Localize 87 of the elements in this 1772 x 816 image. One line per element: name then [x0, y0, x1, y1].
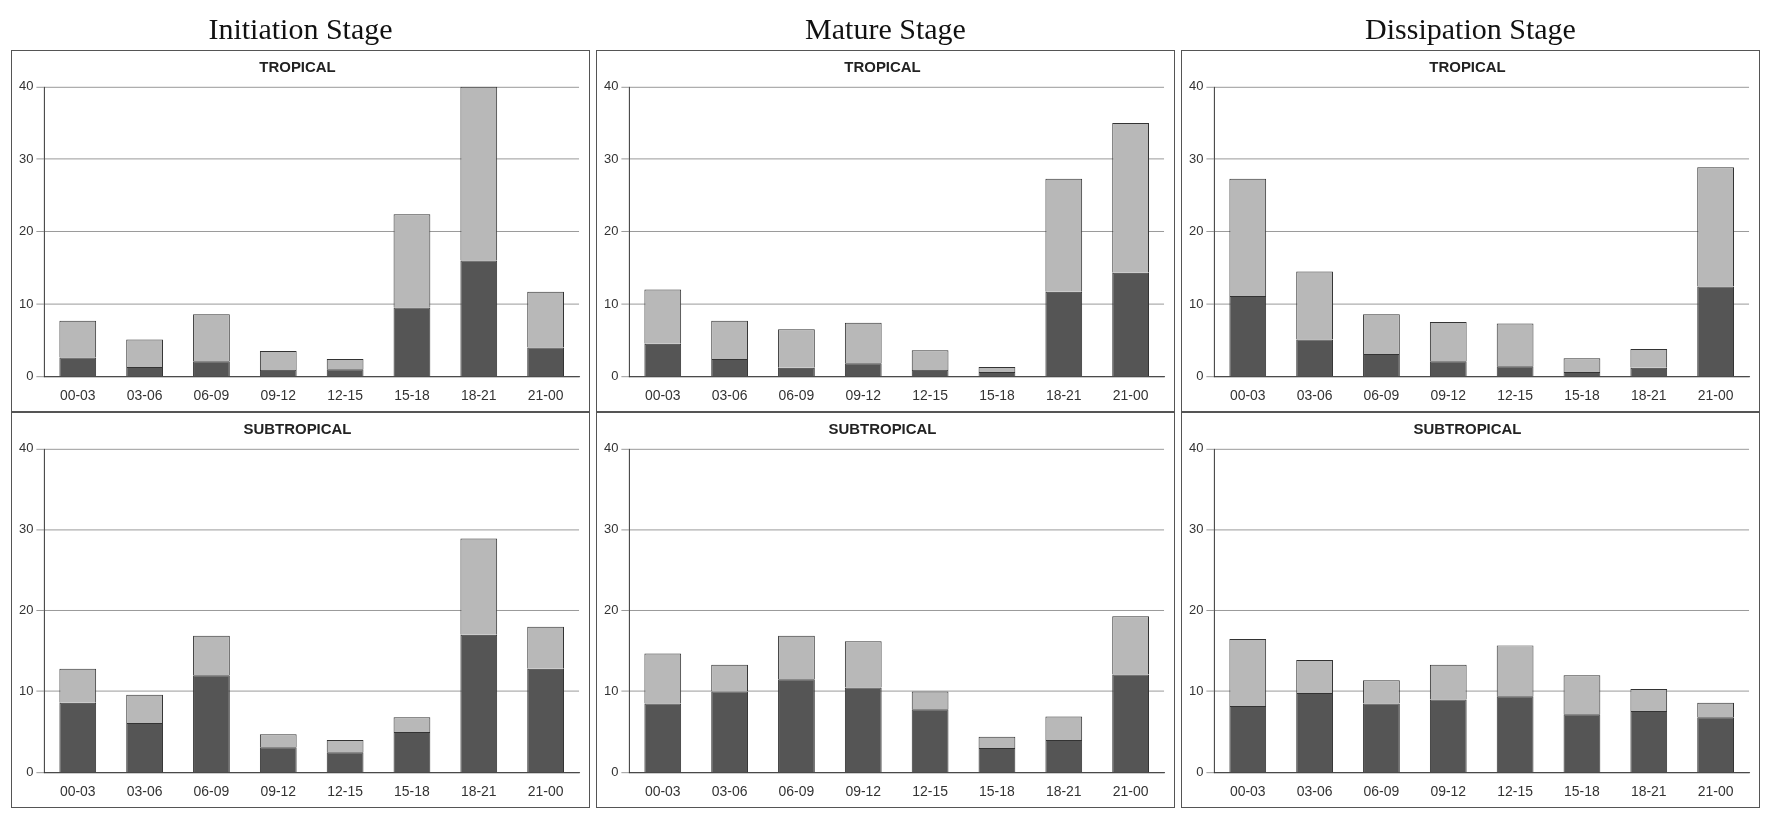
- y-tick-label: 30: [603, 521, 619, 537]
- x-tick-label: 03-06: [1296, 386, 1333, 403]
- y-tick-label: 10: [1188, 295, 1204, 311]
- x-tick-label: 03-06: [711, 782, 748, 799]
- chart-title: Initiation Stage: [208, 11, 393, 47]
- x-tick-label: 03-06: [1296, 782, 1333, 799]
- x-tick-label: 21-00: [1697, 386, 1734, 403]
- x-tick-label: 03-06: [126, 782, 163, 799]
- y-tick-label: 0: [26, 367, 34, 383]
- x-tick-label: 21-00: [1697, 782, 1734, 799]
- x-tick-label: 21-00: [1112, 782, 1149, 799]
- x-tick-label: 12-15: [1497, 782, 1534, 799]
- y-tick-label: 40: [1188, 78, 1204, 94]
- y-tick-label: 20: [603, 223, 619, 239]
- x-tick-label: 09-12: [845, 386, 882, 403]
- chart-title: SUBTROPICAL: [243, 420, 352, 438]
- y-tick-label: 10: [18, 683, 34, 699]
- x-tick-label: 18-21: [460, 386, 497, 403]
- x-tick-label: 09-12: [260, 782, 297, 799]
- x-tick-label: 12-15: [1497, 386, 1534, 403]
- x-tick-label: 06-09: [778, 782, 815, 799]
- y-tick-label: 20: [18, 223, 34, 239]
- x-tick-label: 15-18: [1564, 386, 1601, 403]
- y-tick-label: 20: [603, 602, 619, 618]
- x-tick-label: 15-18: [394, 782, 431, 799]
- y-tick-label: 10: [603, 683, 619, 699]
- y-tick-label: 30: [18, 150, 34, 166]
- y-tick-label: 40: [603, 78, 619, 94]
- y-tick-label: 30: [603, 150, 619, 166]
- chart-title: SUBTROPICAL: [1413, 420, 1522, 438]
- x-tick-label: 06-09: [1363, 386, 1400, 403]
- y-tick-label: 0: [1196, 763, 1204, 779]
- y-tick-label: 10: [603, 295, 619, 311]
- chart-subtitle: TROPICAL: [1429, 58, 1506, 76]
- x-tick-label: 15-18: [1564, 782, 1601, 799]
- x-tick-label: 06-09: [193, 386, 230, 403]
- y-tick-label: 20: [1188, 602, 1204, 618]
- x-tick-label: 15-18: [979, 386, 1016, 403]
- x-tick-label: 09-12: [260, 386, 297, 403]
- x-tick-label: 12-15: [912, 386, 949, 403]
- chart-subtitle: TROPICAL: [844, 58, 921, 76]
- y-tick-label: 0: [26, 763, 34, 779]
- x-tick-label: 12-15: [327, 782, 364, 799]
- y-tick-label: 10: [1188, 683, 1204, 699]
- y-tick-label: 30: [1188, 521, 1204, 537]
- y-tick-label: 0: [611, 763, 619, 779]
- x-tick-label: 00-03: [644, 386, 681, 403]
- x-tick-label: 21-00: [1112, 386, 1149, 403]
- y-tick-label: 40: [18, 440, 34, 456]
- x-tick-label: 09-12: [1430, 782, 1467, 799]
- y-tick-label: 40: [603, 440, 619, 456]
- x-tick-label: 18-21: [460, 782, 497, 799]
- x-tick-label: 00-03: [1229, 782, 1266, 799]
- x-tick-label: 18-21: [1045, 782, 1082, 799]
- x-tick-label: 00-03: [59, 386, 96, 403]
- chart-subtitle: TROPICAL: [259, 58, 336, 76]
- x-tick-label: 03-06: [126, 386, 163, 403]
- x-tick-label: 00-03: [1229, 386, 1266, 403]
- x-tick-label: 15-18: [394, 386, 431, 403]
- x-tick-label: 06-09: [778, 386, 815, 403]
- x-tick-label: 12-15: [912, 782, 949, 799]
- y-tick-label: 20: [1188, 223, 1204, 239]
- x-tick-label: 18-21: [1045, 386, 1082, 403]
- y-tick-label: 20: [18, 602, 34, 618]
- x-tick-label: 06-09: [1363, 782, 1400, 799]
- y-tick-label: 40: [1188, 440, 1204, 456]
- x-tick-label: 18-21: [1630, 782, 1667, 799]
- x-tick-label: 06-09: [193, 782, 230, 799]
- x-tick-label: 18-21: [1630, 386, 1667, 403]
- x-tick-label: 21-00: [527, 386, 564, 403]
- x-tick-label: 09-12: [1430, 386, 1467, 403]
- y-tick-label: 30: [18, 521, 34, 537]
- chart-title: SUBTROPICAL: [828, 420, 937, 438]
- y-tick-label: 40: [18, 78, 34, 94]
- chart-title: Dissipation Stage: [1365, 11, 1576, 47]
- x-tick-label: 09-12: [845, 782, 882, 799]
- x-tick-label: 03-06: [711, 386, 748, 403]
- x-tick-label: 00-03: [59, 782, 96, 799]
- x-tick-label: 00-03: [644, 782, 681, 799]
- y-tick-label: 0: [611, 367, 619, 383]
- x-tick-label: 12-15: [327, 386, 364, 403]
- y-tick-label: 0: [1196, 367, 1204, 383]
- y-tick-label: 10: [18, 295, 34, 311]
- x-tick-label: 21-00: [527, 782, 564, 799]
- chart-title: Mature Stage: [805, 11, 966, 47]
- y-tick-label: 30: [1188, 150, 1204, 166]
- x-tick-label: 15-18: [979, 782, 1016, 799]
